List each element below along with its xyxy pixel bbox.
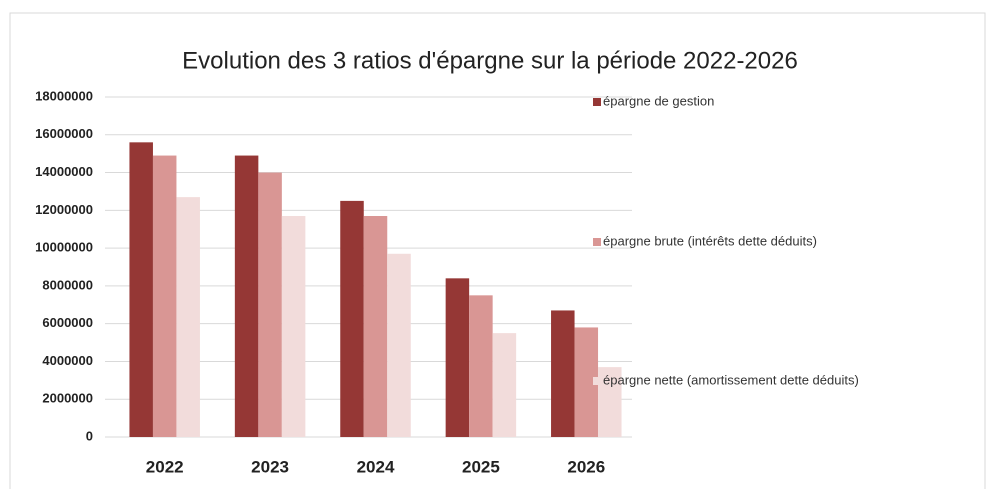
x-tick-label: 2025	[462, 457, 500, 476]
bar	[234, 155, 259, 438]
legend-swatch	[593, 377, 601, 385]
y-tick-label: 10000000	[35, 240, 93, 255]
bar	[363, 216, 388, 437]
x-tick-label: 2022	[146, 457, 184, 476]
y-tick-label: 4000000	[42, 353, 93, 368]
bar	[492, 333, 517, 437]
y-tick-label: 12000000	[35, 202, 93, 217]
bar	[551, 310, 575, 437]
legend-swatch	[593, 238, 601, 246]
bar	[340, 200, 364, 437]
legend-label: épargne nette (amortissement dette dédui…	[603, 372, 859, 387]
bar	[469, 295, 493, 437]
bar	[281, 216, 306, 437]
y-tick-label: 0	[86, 428, 93, 443]
x-tick-label: 2026	[567, 457, 605, 476]
bar	[258, 172, 282, 438]
x-tick-label: 2023	[251, 457, 289, 476]
bar	[574, 327, 599, 437]
legend-label: épargne brute (intérêts dette déduits)	[603, 233, 817, 248]
y-tick-label: 6000000	[42, 315, 93, 330]
bar	[387, 253, 411, 437]
bar	[445, 278, 470, 437]
y-tick-label: 14000000	[35, 164, 93, 179]
x-tick-label: 2024	[357, 457, 395, 476]
bar	[129, 142, 153, 438]
bar	[152, 155, 177, 438]
legend-label: épargne de gestion	[603, 93, 714, 108]
y-tick-label: 8000000	[42, 277, 93, 292]
bar	[176, 197, 200, 437]
chart-title: Evolution des 3 ratios d'épargne sur la …	[182, 47, 798, 74]
legend-swatch	[593, 98, 601, 106]
bar	[598, 367, 622, 437]
y-tick-label: 16000000	[35, 126, 93, 141]
y-tick-label: 2000000	[42, 391, 93, 406]
y-tick-label: 18000000	[35, 88, 93, 103]
